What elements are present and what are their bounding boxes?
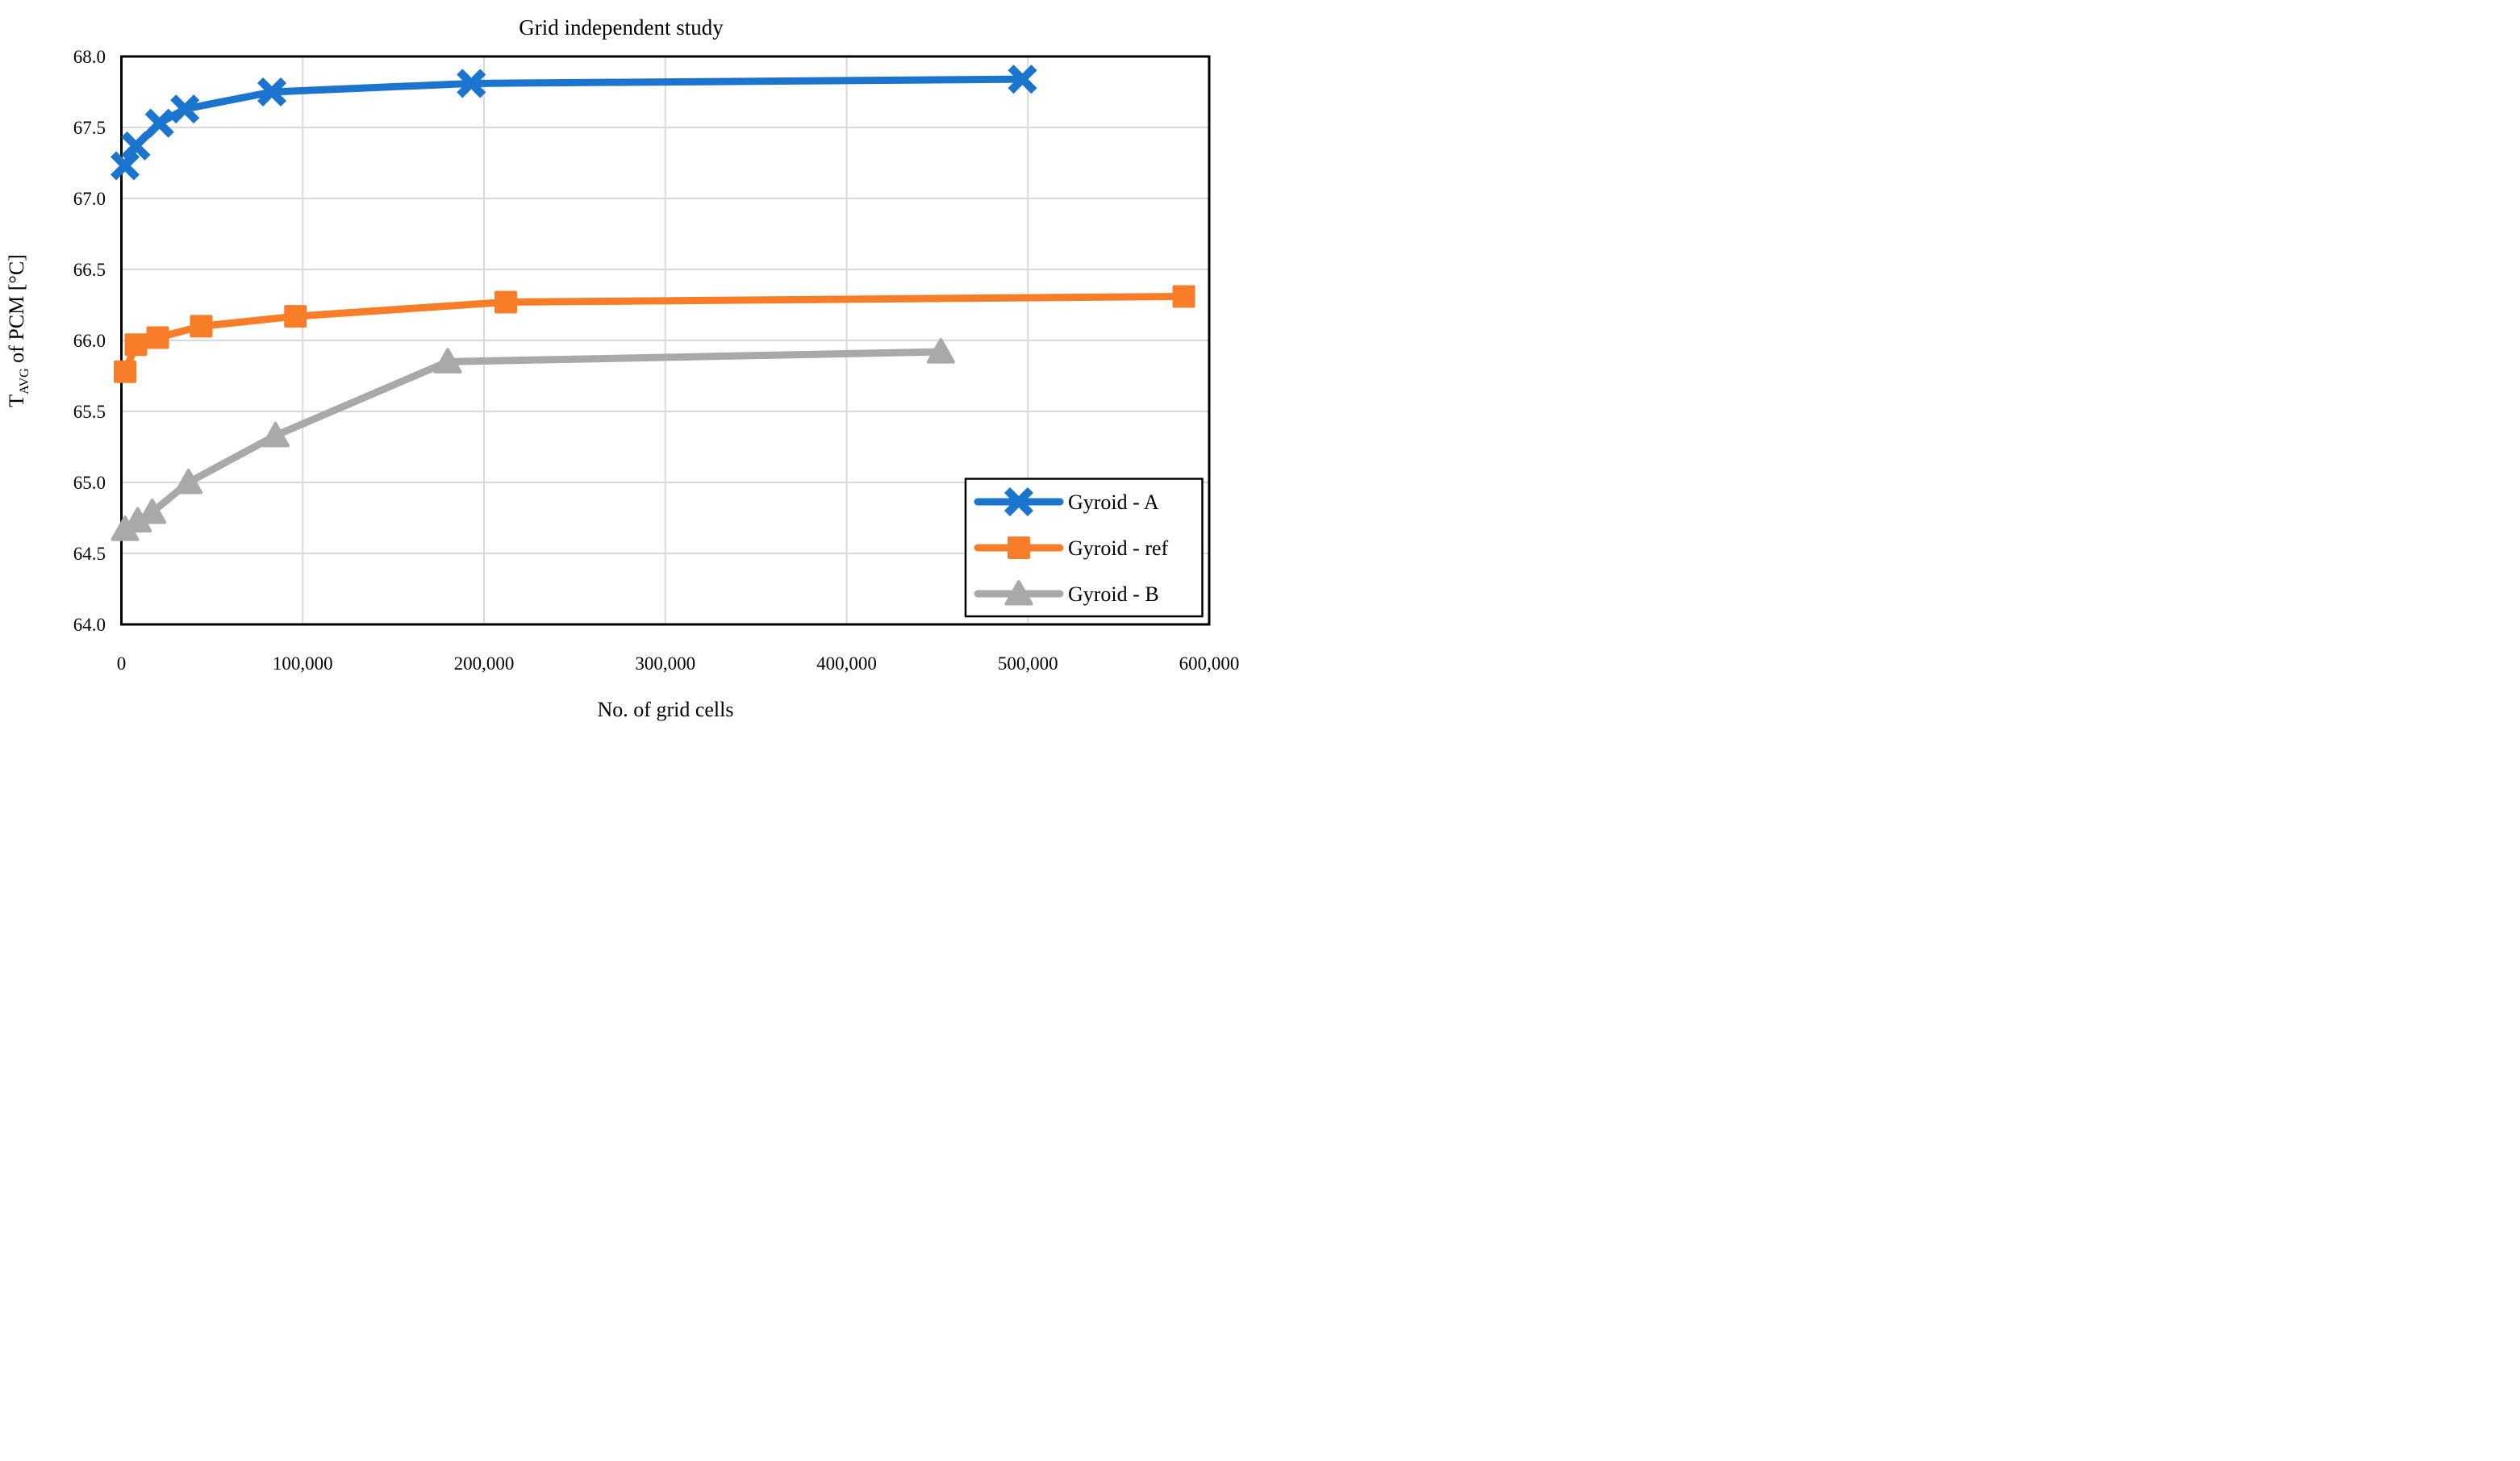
x-marker [170, 94, 200, 124]
square-marker [146, 326, 169, 349]
gridlines [121, 56, 1209, 624]
x-marker [257, 77, 287, 107]
x-tick-label: 100,000 [273, 653, 333, 674]
x-tick-label: 400,000 [816, 653, 877, 674]
x-tick-label: 0 [117, 653, 127, 674]
x-tick-label: 300,000 [635, 653, 695, 674]
square-marker [190, 315, 213, 338]
legend-entry-gyroid-b: Gyroid - B [974, 580, 1159, 606]
x-tick-label: 500,000 [998, 653, 1058, 674]
square-marker [124, 333, 148, 357]
x-axis-title: No. of grid cells [598, 698, 734, 721]
x-marker [1003, 486, 1034, 517]
y-tick-label: 64.5 [73, 544, 106, 564]
y-axis-title-rest: of PCM [°C] [5, 254, 28, 368]
x-marker [457, 69, 486, 98]
y-axis-title-main: T [5, 394, 28, 407]
series-gyroid-a [110, 65, 1037, 181]
x-tick-label: 600,000 [1179, 653, 1240, 674]
x-marker [121, 131, 151, 161]
legend-label: Gyroid - B [1068, 582, 1159, 606]
y-tick-label: 68.0 [73, 47, 106, 67]
plot-border [120, 55, 1211, 626]
y-tick-label: 66.0 [73, 331, 106, 351]
y-axis-title: TAVG of PCM [°C] [5, 254, 31, 407]
square-marker [1008, 536, 1030, 559]
x-tick-label: 200,000 [454, 653, 515, 674]
y-tick-label: 65.5 [73, 402, 106, 422]
legend-entry-gyroid-ref: Gyroid - ref [974, 536, 1169, 560]
triangle-marker [138, 498, 167, 524]
triangle-marker [926, 338, 955, 364]
square-marker [284, 305, 307, 328]
y-axis-title-subscript: AVG [18, 368, 31, 394]
chart-figure: 64.0 64.5 65.0 65.5 66.0 66.5 67.0 67.5 68.0 0 100… [0, 0, 1260, 731]
y-tick-label: 64.0 [73, 615, 106, 635]
triangle-marker [261, 421, 290, 448]
legend-label: Gyroid - ref [1068, 536, 1169, 560]
triangle-marker [1004, 580, 1033, 606]
x-marker [1008, 65, 1037, 94]
square-marker [494, 290, 517, 314]
y-tick-label: 66.5 [73, 260, 106, 280]
tick-labels: 64.0 64.5 65.0 65.5 66.0 66.5 67.0 67.5 68.0 0 100… [73, 47, 1240, 674]
series-line-gyroid-b [121, 348, 945, 533]
x-marker [144, 108, 174, 138]
legend: Gyroid - A Gyroid - ref Gyroid - B [964, 478, 1204, 618]
y-tick-label: 67.5 [73, 118, 106, 138]
triangle-marker [174, 469, 203, 495]
line-chart: 64.0 64.5 65.0 65.5 66.0 66.5 67.0 67.5 68.0 0 100… [5, 15, 1240, 721]
square-marker [113, 360, 136, 383]
triangle-marker [433, 348, 462, 374]
legend-label: Gyroid - A [1068, 490, 1159, 514]
x-marker [110, 151, 140, 181]
series-gyroid-ref [113, 285, 1195, 383]
y-tick-label: 65.0 [73, 473, 106, 493]
series-gyroid-b [111, 338, 955, 541]
series-line-gyroid-a [121, 75, 1027, 170]
y-tick-label: 67.0 [73, 189, 106, 209]
chart-title: Grid independent study [519, 15, 724, 40]
square-marker [1172, 285, 1195, 308]
legend-entry-gyroid-a: Gyroid - A [974, 486, 1159, 517]
plot-area: 64.0 64.5 65.0 65.5 66.0 66.5 67.0 67.5 68.0 0 100… [73, 47, 1240, 674]
